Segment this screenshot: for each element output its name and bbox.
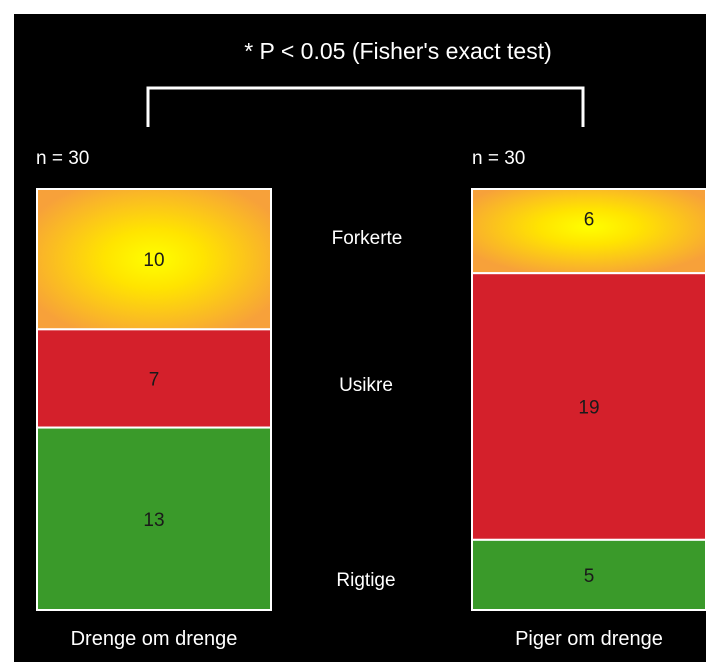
- bar-segment-forkerte-piger: [471, 188, 707, 275]
- value-label-usikre-piger: 19: [578, 398, 599, 419]
- legend-label-rigtige: Rigtige: [336, 570, 395, 591]
- value-label-rigtige-drenge: 13: [143, 510, 164, 531]
- bar-segment-usikre-drenge: [36, 328, 272, 429]
- bar-segment-usikre-piger: [471, 272, 707, 541]
- value-label-rigtige-piger: 5: [584, 566, 595, 587]
- legend-label-forkerte: Forkerte: [332, 228, 403, 249]
- value-label-forkerte-piger: 6: [584, 209, 595, 230]
- bars-group: 10 7 13 6 19 5: [36, 188, 707, 612]
- bar-segment-rigtige-drenge: [36, 426, 272, 612]
- category-label-drenge: Drenge om drenge: [71, 628, 238, 650]
- bar-segment-forkerte-drenge: [36, 188, 272, 331]
- n-label-piger: n = 30: [472, 148, 525, 169]
- legend-label-usikre: Usikre: [339, 375, 393, 396]
- value-label-forkerte-drenge: 10: [143, 250, 164, 271]
- bar-segment-rigtige-piger: [471, 538, 707, 611]
- category-label-piger: Piger om drenge: [515, 628, 663, 650]
- value-label-usikre-drenge: 7: [149, 369, 160, 390]
- significance-bracket: [146, 86, 585, 127]
- chart-title: * P < 0.05 (Fisher's exact test): [244, 38, 552, 64]
- n-label-drenge: n = 30: [36, 148, 89, 169]
